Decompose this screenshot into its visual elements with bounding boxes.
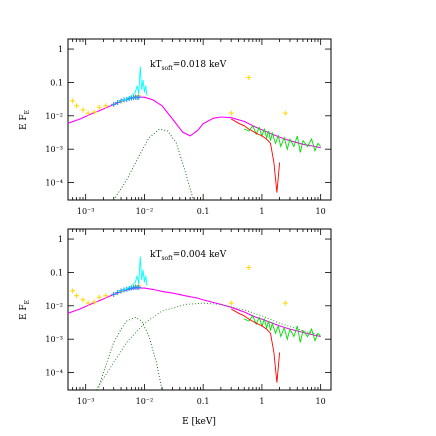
x-tick-label-bottom: 10⁻³ (77, 397, 95, 406)
panel-top: E FE kTsoft=0.018 keV 10⁻³ 10⁻² 0.1 1 10 1 0.1… (19, 38, 332, 216)
data_uv_blue-point (115, 100, 121, 106)
annotation-top-main: kT (150, 60, 161, 70)
y-axis-label-bottom-sub: E (24, 300, 31, 304)
data_optical_uv-point (74, 293, 80, 299)
data_optical_uv-point (96, 104, 102, 110)
annotation-top-value: =0.018 keV (173, 60, 227, 70)
axis-ticks-top: 10⁻³ 10⁻² 0.1 1 10 1 0.1 10⁻² 10⁻³ 10⁻⁴ (45, 39, 331, 216)
x-axis-label: E [keV] (182, 417, 216, 427)
svg-text:E FE: E FE (19, 110, 31, 130)
svg-text:E FE: E FE (19, 300, 31, 320)
data_xray_green-line (244, 314, 322, 343)
data_optical_uv-point (91, 109, 97, 115)
x-tick-label-top: 0.1 (197, 207, 210, 216)
x-tick-label-top: 10⁻³ (77, 207, 95, 216)
data_optical_uv-point (103, 293, 109, 299)
y-tick-label-top: 10⁻³ (45, 145, 63, 154)
data_optical_uv-point (80, 297, 86, 303)
data_optical_uv-point (228, 110, 234, 116)
annotation-bottom-sub: soft (161, 255, 173, 262)
data_optical_uv-point (282, 300, 288, 306)
series-layer-top (68, 66, 322, 200)
y-tick-label-bottom: 0.1 (50, 268, 63, 277)
x-tick-label-bottom: 0.1 (197, 397, 210, 406)
soft_component-line (113, 128, 194, 200)
soft_component-line (97, 316, 163, 390)
y-axis-label-top-main: E F (19, 114, 29, 130)
y-axis-label-bottom: E FE (19, 300, 31, 320)
data_uv_blue-point (111, 101, 117, 107)
x-tick-label-bottom: 10 (316, 397, 326, 406)
annotation-bottom: kTsoft=0.004 keV (150, 250, 227, 262)
data_xray_red-line (230, 118, 281, 193)
data_uv_blue-point (136, 284, 142, 290)
y-tick-label-bottom: 10⁻³ (45, 335, 63, 344)
y-tick-label-top: 10⁻² (45, 112, 63, 121)
hard_component-line (95, 302, 321, 390)
data_uv_blue-point (118, 288, 124, 294)
y-tick-label-bottom: 10⁻⁴ (45, 369, 63, 378)
panel-bottom: E FE kTsoft=0.004 keV 10⁻³ 10⁻² 0.1 1 10 1 0.1… (19, 228, 332, 427)
axis-ticks-bottom: 10⁻³ 10⁻² 0.1 1 10 1 0.1 10⁻² 10⁻³ 10⁻⁴ (45, 229, 331, 406)
plot-frame-bottom (67, 228, 332, 391)
x-tick-label-top: 10⁻² (136, 207, 154, 216)
model_total-line (68, 287, 321, 338)
y-tick-label-bottom: 1 (58, 235, 63, 244)
data_optical_uv-point (80, 107, 86, 113)
annotation-bottom-value: =0.004 keV (173, 250, 227, 260)
series-layer-bottom (68, 256, 322, 390)
data_uv_blue-point (111, 291, 117, 297)
y-tick-label-bottom: 10⁻² (45, 302, 63, 311)
data_uv_blue-point (115, 290, 121, 296)
data_optical_uv-point (85, 300, 91, 306)
data_uv_blue-point (118, 98, 124, 104)
data_optical_uv-point (85, 110, 91, 116)
data_xray_red-line (230, 308, 281, 383)
x-tick-label-bottom: 10⁻² (136, 397, 154, 406)
data_optical_uv-point (74, 103, 80, 109)
data_optical_uv-point (70, 98, 76, 104)
x-tick-label-top: 1 (259, 207, 264, 216)
y-tick-label-top: 0.1 (50, 78, 63, 87)
data_cyan-line (120, 66, 148, 102)
x-tick-label-top: 10 (316, 207, 326, 216)
annotation-top: kTsoft=0.018 keV (150, 60, 227, 72)
data_optical_uv-point (228, 300, 234, 306)
x-tick-label-bottom: 1 (259, 397, 264, 406)
data_cyan-line (120, 256, 148, 292)
data_optical_uv-point (246, 75, 252, 81)
y-tick-label-top: 1 (58, 45, 63, 54)
y-tick-label-top: 10⁻⁴ (45, 179, 63, 188)
y-axis-label-bottom-main: E F (19, 304, 29, 320)
data_xray_green-line (244, 124, 322, 153)
data_uv_blue-point (136, 94, 142, 100)
y-axis-label-top-sub: E (24, 110, 31, 114)
annotation-bottom-main: kT (150, 250, 161, 260)
data_optical_uv-point (282, 110, 288, 116)
svg-text:kTsoft=0.004 keV: kTsoft=0.004 keV (150, 250, 227, 262)
annotation-top-sub: soft (161, 65, 173, 72)
data_optical_uv-point (103, 103, 109, 109)
data_optical_uv-point (91, 299, 97, 305)
data_optical_uv-point (70, 288, 76, 294)
data_optical_uv-point (96, 294, 102, 300)
svg-text:kTsoft=0.018 keV: kTsoft=0.018 keV (150, 60, 227, 72)
plot-frame-top (67, 38, 332, 201)
data_optical_uv-point (246, 265, 252, 271)
y-axis-label-top: E FE (19, 110, 31, 130)
